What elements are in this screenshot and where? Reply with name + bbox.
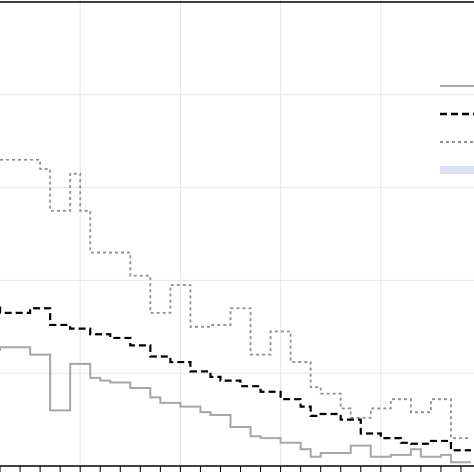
series-line-2 xyxy=(0,158,471,440)
series-line-1 xyxy=(0,302,471,452)
legend-patch xyxy=(440,166,474,174)
series-line-0 xyxy=(0,346,471,464)
